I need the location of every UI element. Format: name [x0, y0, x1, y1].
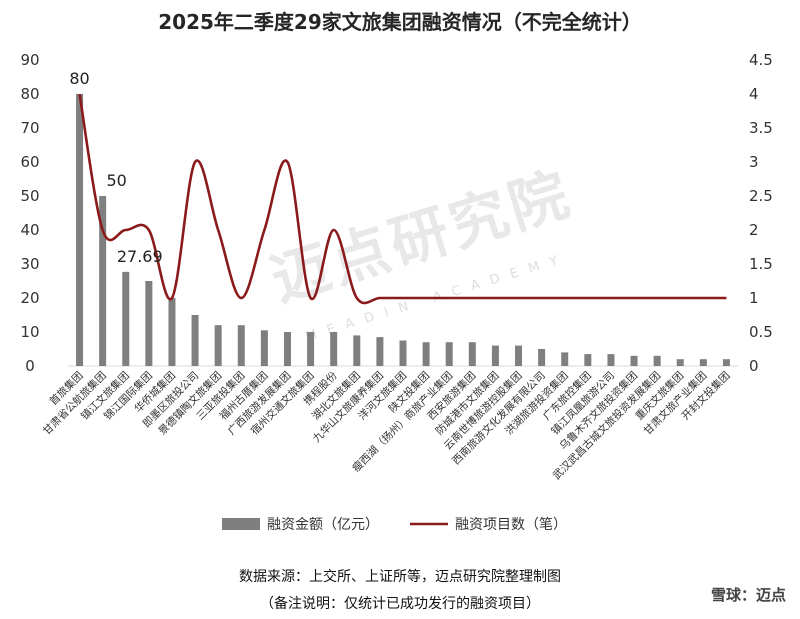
bar — [699, 359, 707, 366]
y-right-tick-label: 0 — [749, 357, 759, 375]
bar — [214, 325, 222, 366]
bar — [283, 332, 291, 366]
bar — [145, 281, 153, 366]
data-labels: 80 50 27.69 — [69, 69, 162, 266]
bar — [307, 332, 315, 366]
y-left-tick-label: 50 — [20, 187, 39, 205]
y-right-tick-label: 3.5 — [749, 119, 773, 137]
bar — [353, 335, 361, 366]
bar — [722, 359, 730, 366]
xueqiu-badge: 雪球：迈点 — [710, 586, 786, 604]
bar — [422, 342, 430, 366]
y-right-tick-label: 2.5 — [749, 187, 773, 205]
line-series — [78, 93, 727, 305]
bar — [515, 345, 523, 366]
bar — [630, 355, 638, 366]
legend-label-line: 融资项目数（笔） — [455, 517, 567, 533]
bar — [399, 340, 407, 366]
y-left-tick-label: 30 — [20, 255, 39, 273]
bar — [237, 325, 245, 366]
y-left-tick-label: 80 — [20, 85, 39, 103]
y-right-tick-label: 1 — [749, 289, 759, 307]
bar — [445, 342, 453, 366]
y-axis-right: 0 0.5 1 1.5 2 2.5 3 3.5 4 4.5 — [749, 51, 773, 375]
series-line — [78, 93, 727, 305]
data-label: 50 — [106, 171, 126, 190]
y-right-tick-label: 4.5 — [749, 51, 773, 69]
legend-swatch-bar — [222, 518, 260, 530]
y-left-tick-label: 40 — [20, 221, 39, 239]
y-right-tick-label: 3 — [749, 153, 759, 171]
chart-title: 2025年二季度29家文旅集团融资情况（不完全统计） — [158, 10, 642, 34]
bar — [99, 196, 107, 366]
bar — [376, 337, 384, 366]
bar — [76, 94, 84, 366]
bar — [538, 349, 546, 366]
y-left-tick-label: 20 — [20, 289, 39, 307]
bar — [491, 345, 499, 366]
legend: 融资金额（亿元） 融资项目数（笔） — [222, 517, 567, 533]
source-text: 数据来源：上交所、上证所等，迈点研究院整理制图 — [239, 569, 561, 585]
y-right-tick-label: 4 — [749, 85, 759, 103]
bar — [260, 330, 268, 366]
legend-label-bar: 融资金额（亿元） — [267, 517, 379, 533]
bar — [584, 354, 592, 366]
y-right-tick-label: 0.5 — [749, 323, 773, 341]
data-label: 80 — [69, 69, 89, 88]
bar — [468, 342, 476, 366]
bar — [191, 315, 199, 366]
y-right-tick-label: 1.5 — [749, 255, 773, 273]
bar — [676, 359, 684, 366]
note-text: （备注说明：仅统计已成功发行的融资项目） — [260, 596, 540, 612]
bar — [607, 354, 615, 366]
y-right-tick-label: 2 — [749, 221, 759, 239]
bar — [561, 352, 569, 366]
x-axis: 首旅集团甘肃省公航旅集团镇江文旅集团锦江国际集团华侨城集团即墨区旅投公司景德镇陶… — [40, 369, 732, 482]
data-label: 27.69 — [117, 247, 163, 266]
y-left-tick-label: 60 — [20, 153, 39, 171]
y-left-tick-label: 0 — [25, 357, 35, 375]
bar — [122, 271, 130, 366]
bar — [168, 298, 176, 366]
y-axis-left: 0 10 20 30 40 50 60 70 80 90 — [20, 51, 39, 375]
y-left-tick-label: 70 — [20, 119, 39, 137]
chart-canvas: 0 10 20 30 40 50 60 70 80 90 0 0.5 1 1.5 2 2.5 3 3.5 4 4.5… — [20, 51, 773, 533]
bar — [653, 355, 661, 366]
y-left-tick-label: 90 — [20, 51, 39, 69]
y-left-tick-label: 10 — [20, 323, 39, 341]
bar-series — [68, 94, 738, 367]
bar — [330, 332, 338, 366]
